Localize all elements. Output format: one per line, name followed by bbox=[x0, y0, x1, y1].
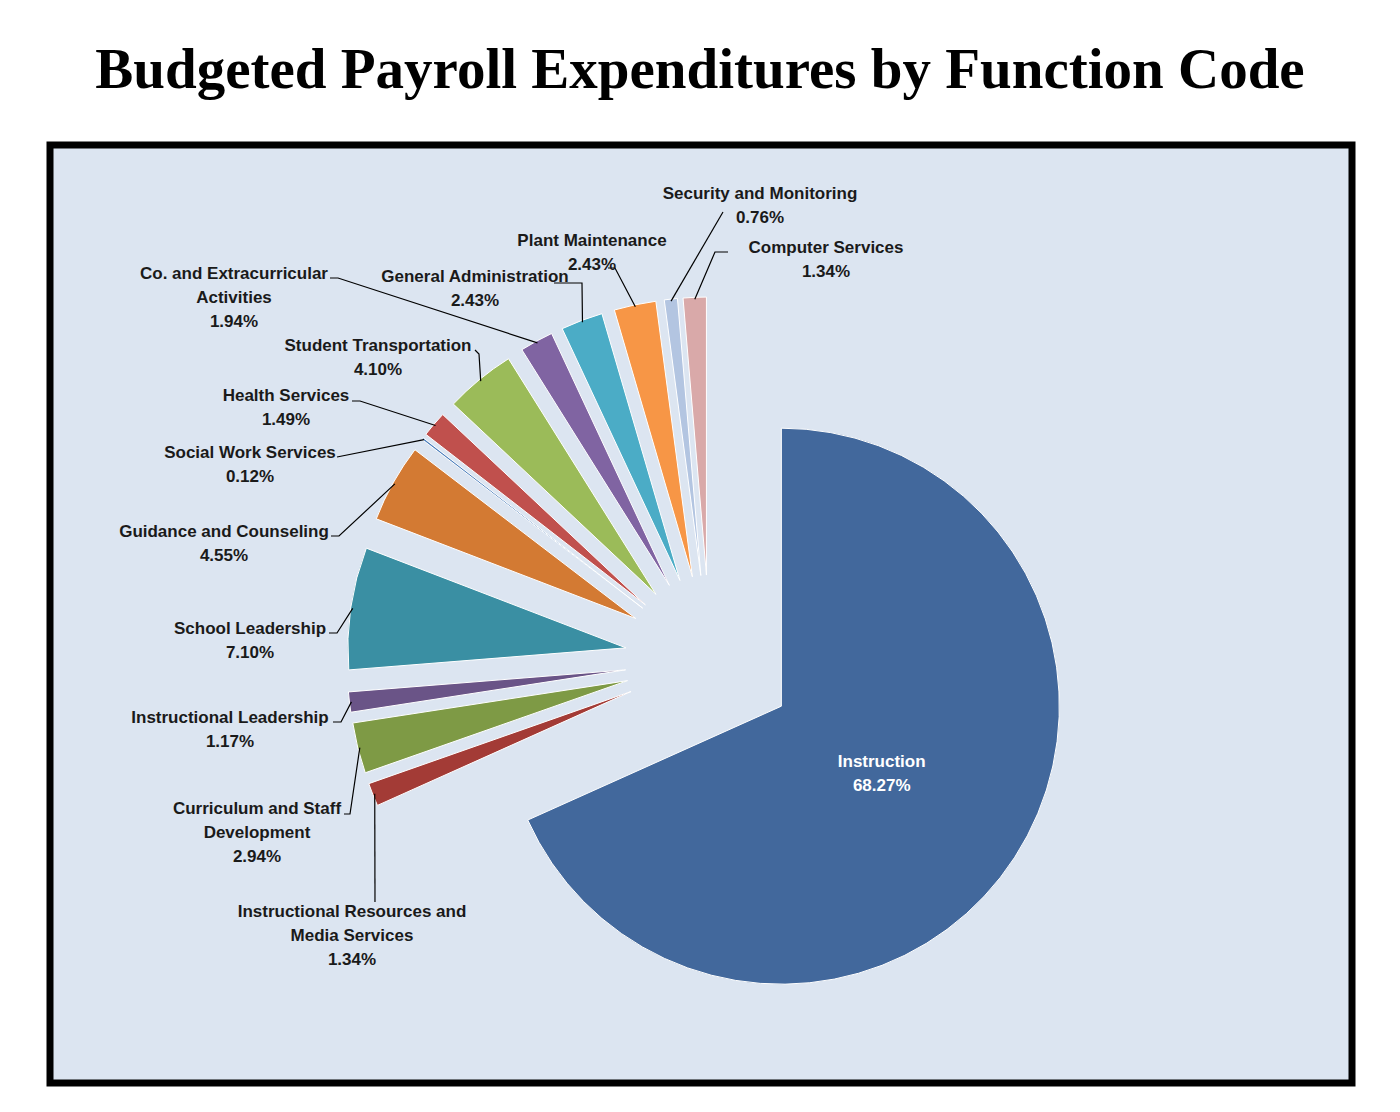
pie-slice bbox=[528, 428, 1060, 984]
slice-value: 1.94% bbox=[210, 312, 258, 331]
title: Budgeted Payroll Expenditures by Functio… bbox=[95, 37, 1304, 100]
leader-line bbox=[329, 608, 353, 633]
background bbox=[0, 0, 1400, 1112]
slice-value: 1.17% bbox=[206, 732, 254, 751]
leader-line bbox=[331, 484, 395, 536]
slice-value: 1.49% bbox=[262, 410, 310, 429]
slice-value: 4.55% bbox=[200, 546, 248, 565]
slice-label: Co. and ExtracurricularActivities bbox=[140, 264, 328, 307]
leader-line bbox=[330, 278, 537, 343]
slice-label: Social Work Services bbox=[164, 443, 336, 462]
slice-value: 7.10% bbox=[226, 643, 274, 662]
slice-label: Instructional Leadership bbox=[131, 708, 328, 727]
leader-line bbox=[671, 212, 723, 301]
slice-label: Computer Services bbox=[749, 238, 904, 257]
slice-label: Curriculum and StaffDevelopment bbox=[173, 799, 341, 842]
slice-value: 1.34% bbox=[328, 950, 376, 969]
slice-label: Instructional Resources andMedia Service… bbox=[238, 902, 467, 945]
leader-line bbox=[344, 748, 360, 814]
pie-slice bbox=[348, 670, 625, 712]
slice-label: Security and Monitoring bbox=[663, 184, 858, 203]
plot-frame bbox=[50, 145, 1352, 1083]
slice-label: Health Services bbox=[223, 386, 350, 405]
slice-label: General Administration bbox=[381, 267, 568, 286]
slice-value: 0.12% bbox=[226, 467, 274, 486]
leader-line bbox=[333, 702, 351, 722]
leader-line bbox=[554, 283, 582, 322]
slice-value: 68.27% bbox=[853, 776, 911, 795]
leader-line bbox=[337, 440, 424, 457]
slice-value: 0.76% bbox=[736, 208, 784, 227]
slice-label: Plant Maintenance bbox=[517, 231, 666, 250]
leader-line bbox=[695, 252, 728, 299]
chart: Budgeted Payroll Expenditures by Functio… bbox=[0, 0, 1400, 1112]
slice-value: 2.43% bbox=[568, 255, 616, 274]
slice-value: 2.94% bbox=[233, 847, 281, 866]
leader-line bbox=[352, 401, 436, 426]
slice-label: School Leadership bbox=[174, 619, 326, 638]
leader-line bbox=[475, 350, 481, 381]
pie-slice bbox=[683, 297, 706, 575]
slice-value: 4.10% bbox=[354, 360, 402, 379]
slice-label: Instruction bbox=[838, 752, 926, 771]
slice-value: 1.34% bbox=[802, 262, 850, 281]
labels: Instruction 68.27% Instructional Resources… bbox=[119, 184, 925, 969]
leader-line bbox=[374, 794, 375, 902]
slice-value: 2.43% bbox=[451, 291, 499, 310]
slice-label: Student Transportation bbox=[285, 336, 472, 355]
slice-label: Guidance and Counseling bbox=[119, 522, 329, 541]
slices bbox=[348, 297, 1059, 984]
pie-slice bbox=[348, 548, 626, 670]
